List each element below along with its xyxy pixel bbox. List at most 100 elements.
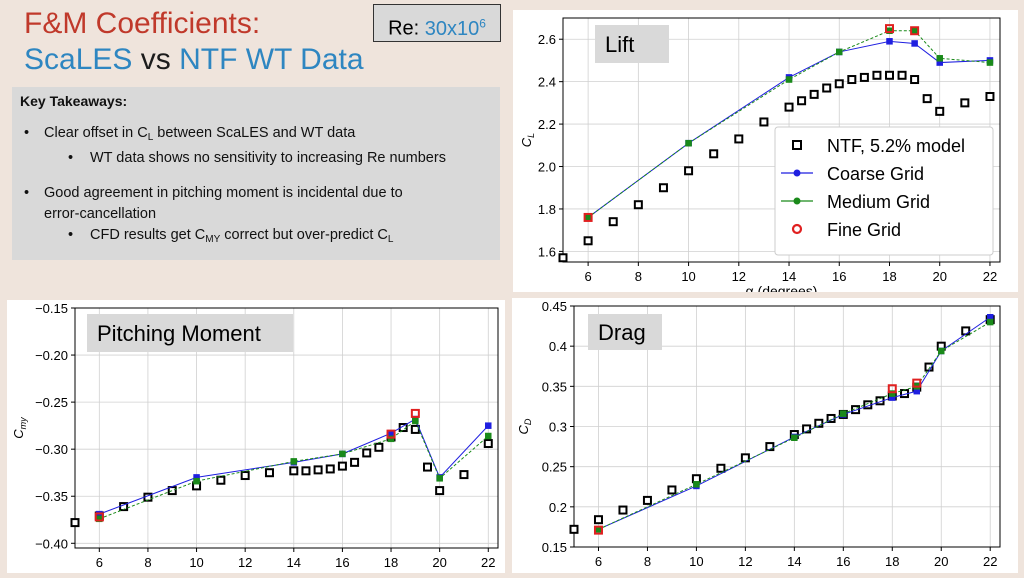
x-tick-label: 6	[595, 554, 602, 569]
data-point-ntf	[593, 515, 603, 525]
re-exponent: 6	[479, 16, 486, 30]
data-point-ntf	[960, 98, 970, 108]
data-point-fine	[912, 378, 922, 388]
data-point-medium	[436, 475, 443, 482]
x-tick-label: 18	[882, 269, 896, 284]
b1-sub: L	[147, 132, 154, 143]
x-tick-label: 14	[782, 269, 796, 284]
y-tick-label: 0.2	[549, 500, 567, 515]
key-takeaways-box: Key Takeaways: Clear offset in CL betwee…	[12, 87, 500, 260]
x-tick-label: 14	[787, 554, 801, 569]
x-tick-label: 12	[238, 555, 252, 570]
data-point-ntf	[709, 149, 719, 159]
data-point-ntf	[313, 465, 323, 475]
x-tick-label: 22	[481, 555, 495, 570]
x-tick-label: 22	[983, 554, 997, 569]
title-vs: vs	[132, 43, 180, 76]
y-tick-label: 2.2	[538, 117, 556, 132]
data-point-ntf	[216, 475, 226, 485]
pitching-moment-chart: 6 8 10 12 14 16 18 20 22 −0.40 −0.35 −0.30 −0.25 −0.2…	[11, 301, 499, 570]
x-tick-label: 22	[983, 269, 997, 284]
y-axis-label: CD	[516, 418, 533, 434]
plot-frame	[573, 305, 1001, 548]
b2-line1: Good agreement in pitching moment is inc…	[44, 185, 403, 201]
data-point-medium	[836, 48, 843, 56]
data-point-medium	[785, 76, 793, 83]
y-tick-label: 2.6	[538, 32, 556, 47]
data-point-ntf	[809, 89, 819, 99]
y-tick-label: −0.40	[35, 536, 68, 551]
data-point-medium	[911, 27, 918, 34]
data-point-ntf	[872, 70, 882, 80]
takeaway-bullet-2: Good agreement in pitching moment is inc…	[20, 183, 492, 225]
data-point-ntf	[350, 457, 360, 467]
y-tick-label: −0.25	[35, 395, 68, 410]
y-axis-label: CL	[519, 133, 536, 147]
x-tick-label: 8	[144, 555, 151, 570]
x-tick-label: 10	[189, 555, 203, 570]
data-point-ntf	[961, 326, 971, 336]
y-tick-label: 0.4	[549, 339, 567, 354]
y-tick-label: 0.25	[542, 460, 567, 475]
x-tick-label: 6	[584, 269, 591, 284]
slide-title: F&M Coefficients: ScaLES vs NTF WT Data	[24, 6, 364, 78]
chart-title-box	[595, 25, 669, 63]
y-tick-label: 0.45	[542, 299, 567, 314]
x-tick-label: 8	[644, 554, 651, 569]
data-point-ntf	[847, 75, 857, 85]
data-point-ntf	[759, 117, 769, 127]
x-tick-label: 8	[635, 269, 642, 284]
b2-line2: error-cancellation	[44, 206, 157, 222]
re-label: Re:	[388, 17, 425, 40]
data-point-ntf	[822, 83, 832, 93]
y-tick-label: 1.8	[538, 202, 556, 217]
x-tick-label: 16	[836, 554, 850, 569]
data-point-ntf	[70, 518, 80, 528]
y-tick-label: 0.3	[549, 420, 567, 435]
data-point-ntf	[423, 462, 432, 472]
data-point-ntf	[633, 200, 643, 210]
data-point-medium	[584, 214, 592, 221]
legend-marker-ntf	[792, 140, 802, 150]
series-line-medium	[99, 420, 489, 520]
legend-box	[774, 126, 994, 256]
takeaways-heading: Key Takeaways:	[20, 93, 128, 109]
x-tick-label: 10	[689, 554, 703, 569]
data-point-ntf	[642, 495, 652, 505]
y-tick-label: 0.15	[542, 540, 567, 555]
b1-post: between ScaLES and WT data	[153, 125, 356, 141]
plot-frame	[562, 17, 1001, 263]
data-point-ntf	[834, 79, 844, 89]
legend-label: NTF, 5.2% model	[827, 136, 965, 156]
drag-chart: 6 8 10 12 14 16 18 20 22 0.15 0.2 0.25 0.3 0.35 0.4 0.4…	[516, 299, 1001, 569]
data-point-medium	[387, 435, 395, 443]
reynolds-number-box: Re: 30x106	[373, 4, 501, 42]
takeaway-sub-bullet-1: WT data shows no sensitivity to increasi…	[20, 148, 492, 169]
data-point-ntf	[884, 70, 894, 80]
x-tick-label: 18	[384, 555, 398, 570]
data-point-ntf	[374, 442, 384, 452]
x-tick-label: 6	[96, 555, 103, 570]
data-point-medium	[937, 347, 945, 355]
b1-pre: Clear offset in C	[44, 125, 148, 141]
data-point-ntf	[797, 96, 807, 106]
data-point-ntf	[897, 70, 907, 80]
title-line-2: ScaLES vs NTF WT Data	[24, 42, 364, 78]
legend-label: Medium Grid	[827, 192, 930, 212]
data-point-coarse	[911, 40, 918, 47]
data-point-ntf	[362, 448, 372, 458]
x-tick-label: 14	[287, 555, 301, 570]
data-point-ntf	[167, 486, 177, 496]
data-point-coarse	[886, 38, 893, 45]
drag-chart-panel: 6 8 10 12 14 16 18 20 22 0.15 0.2 0.25 0.3 0.35 0.4 0.4…	[512, 298, 1018, 573]
data-point-ntf	[289, 466, 299, 476]
x-tick-label: 10	[681, 269, 695, 284]
data-point-ntf	[618, 505, 628, 515]
data-point-ntf	[240, 471, 250, 481]
pitching-moment-chart-panel: 6 8 10 12 14 16 18 20 22 −0.40 −0.35 −0.30 −0.25 −0.2…	[7, 300, 505, 573]
lift-chart-panel: 6 8 10 12 14 16 18 20 22 1.6 1.8 2.0 2.2 2.4 2.6 CL α (d…	[513, 10, 1018, 299]
x-tick-label: 20	[432, 555, 446, 570]
data-point-ntf	[985, 92, 995, 102]
data-point-ntf	[569, 524, 579, 534]
re-value-base: 30x10	[424, 17, 480, 40]
